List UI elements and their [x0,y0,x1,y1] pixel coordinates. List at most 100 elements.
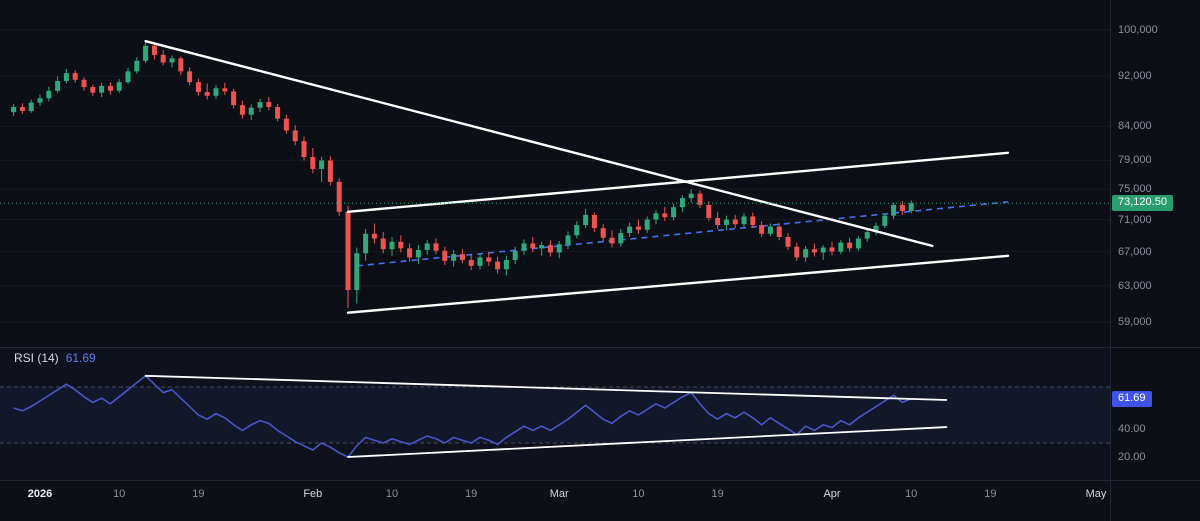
candle-body [820,247,826,253]
candle-body [380,238,386,250]
candle-body [407,248,413,258]
price-axis-label: 100,000 [1118,24,1158,36]
candle-body [785,236,791,247]
candle-body [187,71,193,83]
candle-body [697,193,703,205]
price-axis-label: 84,000 [1118,120,1152,133]
candle-body [231,91,237,106]
candle-body [873,225,879,233]
candle-body [547,245,553,253]
candle-body [468,259,474,266]
time-axis-label: Feb [303,488,323,500]
candle-body [706,204,712,218]
time-axis-label: 19 [192,488,205,500]
candle-body [688,193,694,199]
candle-body [195,82,201,93]
candle-body [371,233,377,239]
candle-body [899,204,905,212]
price-axis-label: 92,000 [1118,70,1152,83]
time-axis-label: 10 [385,488,399,500]
candle-body [213,88,219,96]
time-axis-label: Apr [823,488,841,500]
candle-body [415,249,421,258]
price-axis-label: 63,000 [1118,279,1152,292]
last-price-badge: 73,120.50 [1112,195,1173,212]
candle-body [169,58,175,63]
price-axis-label: 59,000 [1118,315,1152,328]
candle-body [257,102,263,108]
candle-body [107,85,113,91]
candle-body [336,181,342,212]
candle-body [635,226,641,230]
candle-body [283,118,289,131]
candle-body [574,225,580,236]
candle-body [759,225,765,234]
price-axis-label: 75,000 [1118,183,1152,196]
candle-body [134,60,140,72]
candle-body [732,219,738,225]
candle-body [11,107,17,113]
candle-body [644,219,650,230]
candle-body [81,79,87,88]
candle-body [750,216,756,226]
price-axis-label: 71,000 [1118,213,1152,226]
candle-body [116,82,122,91]
candle-body [908,203,914,212]
rsi-axis-label: 40.00 [1118,423,1146,435]
candle-body [248,107,254,115]
candle-body [125,71,131,83]
candle-body [433,243,439,251]
candle-body [19,107,25,111]
candle-body [90,87,96,93]
rsi-trendline[interactable] [144,374,948,401]
candle-body [556,244,562,253]
candle-body [486,257,492,262]
candle-body [319,160,325,169]
candle-body [451,254,457,261]
candle-body [653,213,659,220]
candle-body [539,245,545,249]
time-axis-label: 19 [984,488,997,500]
candle-body [310,156,316,169]
candle-body [292,130,298,142]
candle-body [143,45,149,61]
candle-body [477,257,483,266]
candle-body [275,107,281,119]
rsi-trendline[interactable] [347,426,948,458]
candle-body [327,160,333,182]
candle-body [160,54,166,63]
candle-body [882,215,888,226]
candle-body [222,88,228,92]
candle-body [424,243,430,250]
candle-body [847,242,853,249]
candle-body [72,73,78,80]
candle-body [512,250,518,260]
candle-body [838,242,844,252]
candle-body [776,226,782,237]
rsi-band [0,387,1110,443]
rsi-axis-label: 20.00 [1118,451,1146,463]
time-axis-label: Mar [549,488,569,500]
candle-body [627,226,633,233]
rsi-indicator-value: 61.69 [65,351,96,365]
candle-body [794,246,800,258]
price-trendline[interactable] [346,151,1010,213]
rsi-panel-background [0,348,1110,481]
candle-body [583,214,589,226]
candle-body [679,198,685,208]
candle-body [741,216,747,225]
candlestick-series [11,42,914,309]
candle-body [767,226,773,234]
time-axis-label: 2026 [27,488,53,500]
candle-body [803,249,809,258]
price-trendline[interactable] [144,39,934,248]
price-trendline[interactable] [346,254,1010,314]
candle-body [178,58,184,72]
rsi-indicator-label[interactable]: RSI (14) [14,351,59,365]
candle-body [565,235,571,245]
candle-body [662,213,668,218]
candle-body [459,254,465,260]
candle-body [671,207,677,218]
candle-body [829,247,835,252]
